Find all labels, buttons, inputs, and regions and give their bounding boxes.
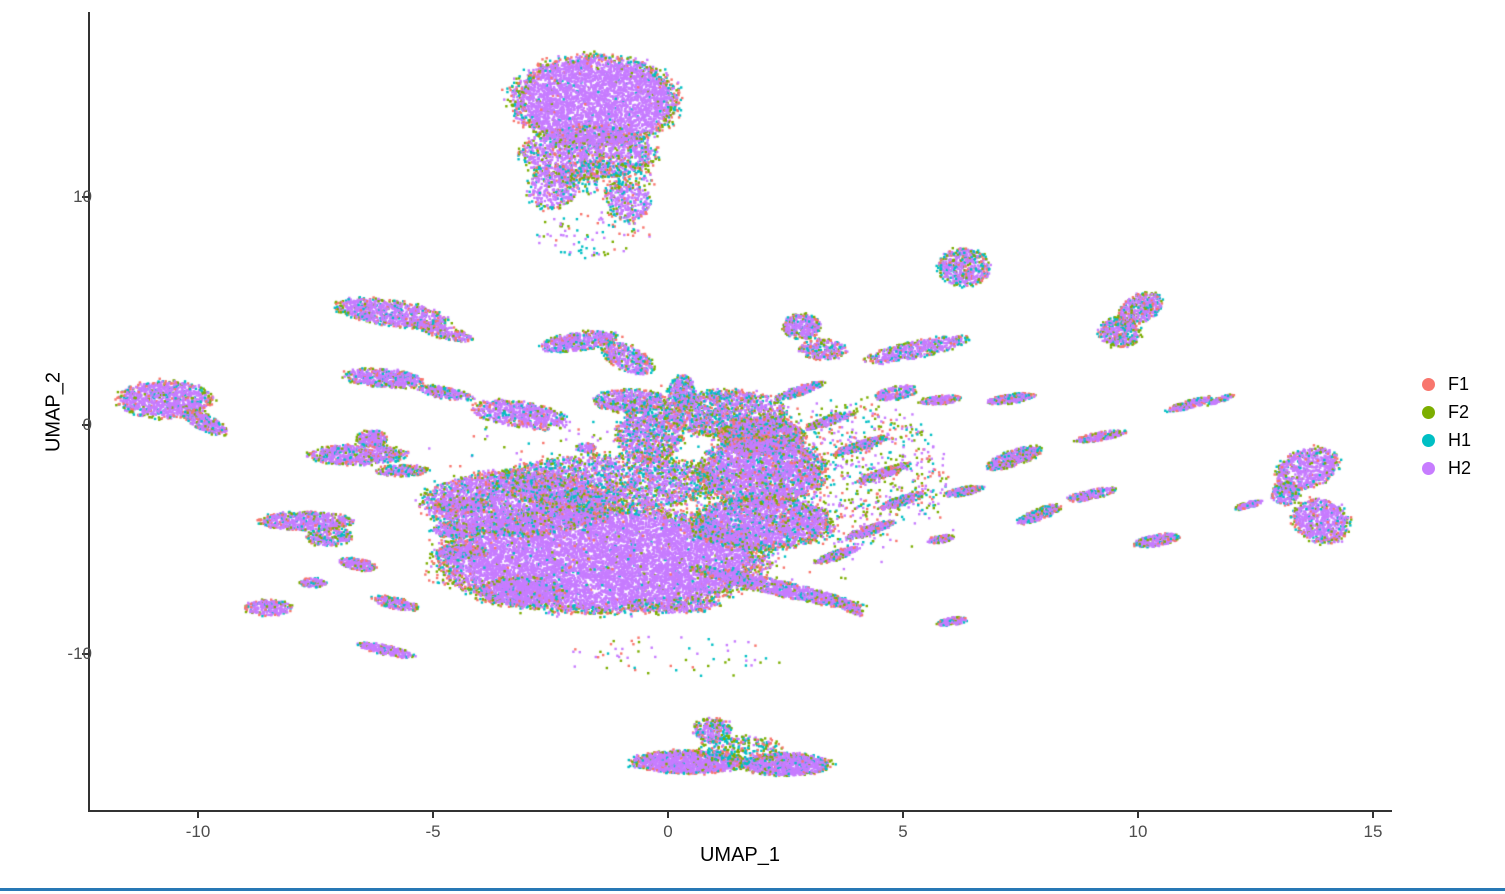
x-axis-line bbox=[88, 810, 1392, 812]
legend-item-F2: F2 bbox=[1422, 398, 1471, 426]
x-tick-mark bbox=[1137, 812, 1139, 818]
legend-label: H1 bbox=[1448, 430, 1472, 450]
legend-dot-icon bbox=[1422, 405, 1435, 419]
y-tick-label: 0 bbox=[82, 415, 92, 434]
legend-dot-icon bbox=[1422, 433, 1435, 447]
y-tick-label: 10 bbox=[73, 186, 92, 206]
x-tick-label: 5 bbox=[898, 822, 908, 841]
x-tick-label: 15 bbox=[1363, 822, 1383, 841]
legend: F1 F2 H1 H2 bbox=[1422, 370, 1471, 482]
legend-item-F1: F1 bbox=[1422, 370, 1471, 398]
x-tick-mark bbox=[1372, 812, 1374, 818]
x-tick-label: 0 bbox=[663, 822, 673, 841]
x-axis-title: UMAP_1 bbox=[699, 844, 781, 866]
legend-dot-icon bbox=[1422, 377, 1435, 391]
x-tick-label: 10 bbox=[1128, 822, 1148, 841]
legend-dot-icon bbox=[1422, 461, 1435, 475]
x-tick-mark bbox=[432, 812, 434, 818]
x-tick-mark bbox=[197, 812, 199, 818]
x-tick-label: -10 bbox=[185, 822, 211, 841]
y-tick-mark bbox=[82, 652, 88, 655]
legend-label: H2 bbox=[1448, 458, 1472, 478]
y-axis-line bbox=[88, 12, 90, 812]
legend-item-H1: H1 bbox=[1422, 426, 1471, 454]
x-tick-mark bbox=[667, 812, 669, 818]
legend-item-H2: H2 bbox=[1422, 454, 1471, 482]
legend-label: F2 bbox=[1448, 402, 1470, 422]
bottom-divider-rule bbox=[0, 888, 1505, 891]
y-tick-label: -10 bbox=[67, 643, 92, 663]
y-tick-mark bbox=[82, 424, 88, 426]
y-tick-mark bbox=[82, 195, 88, 198]
x-tick-mark bbox=[902, 812, 904, 818]
legend-label: F1 bbox=[1448, 374, 1470, 394]
x-tick-label: -5 bbox=[425, 822, 441, 841]
y-axis-title: UMAP_2 bbox=[42, 371, 65, 453]
